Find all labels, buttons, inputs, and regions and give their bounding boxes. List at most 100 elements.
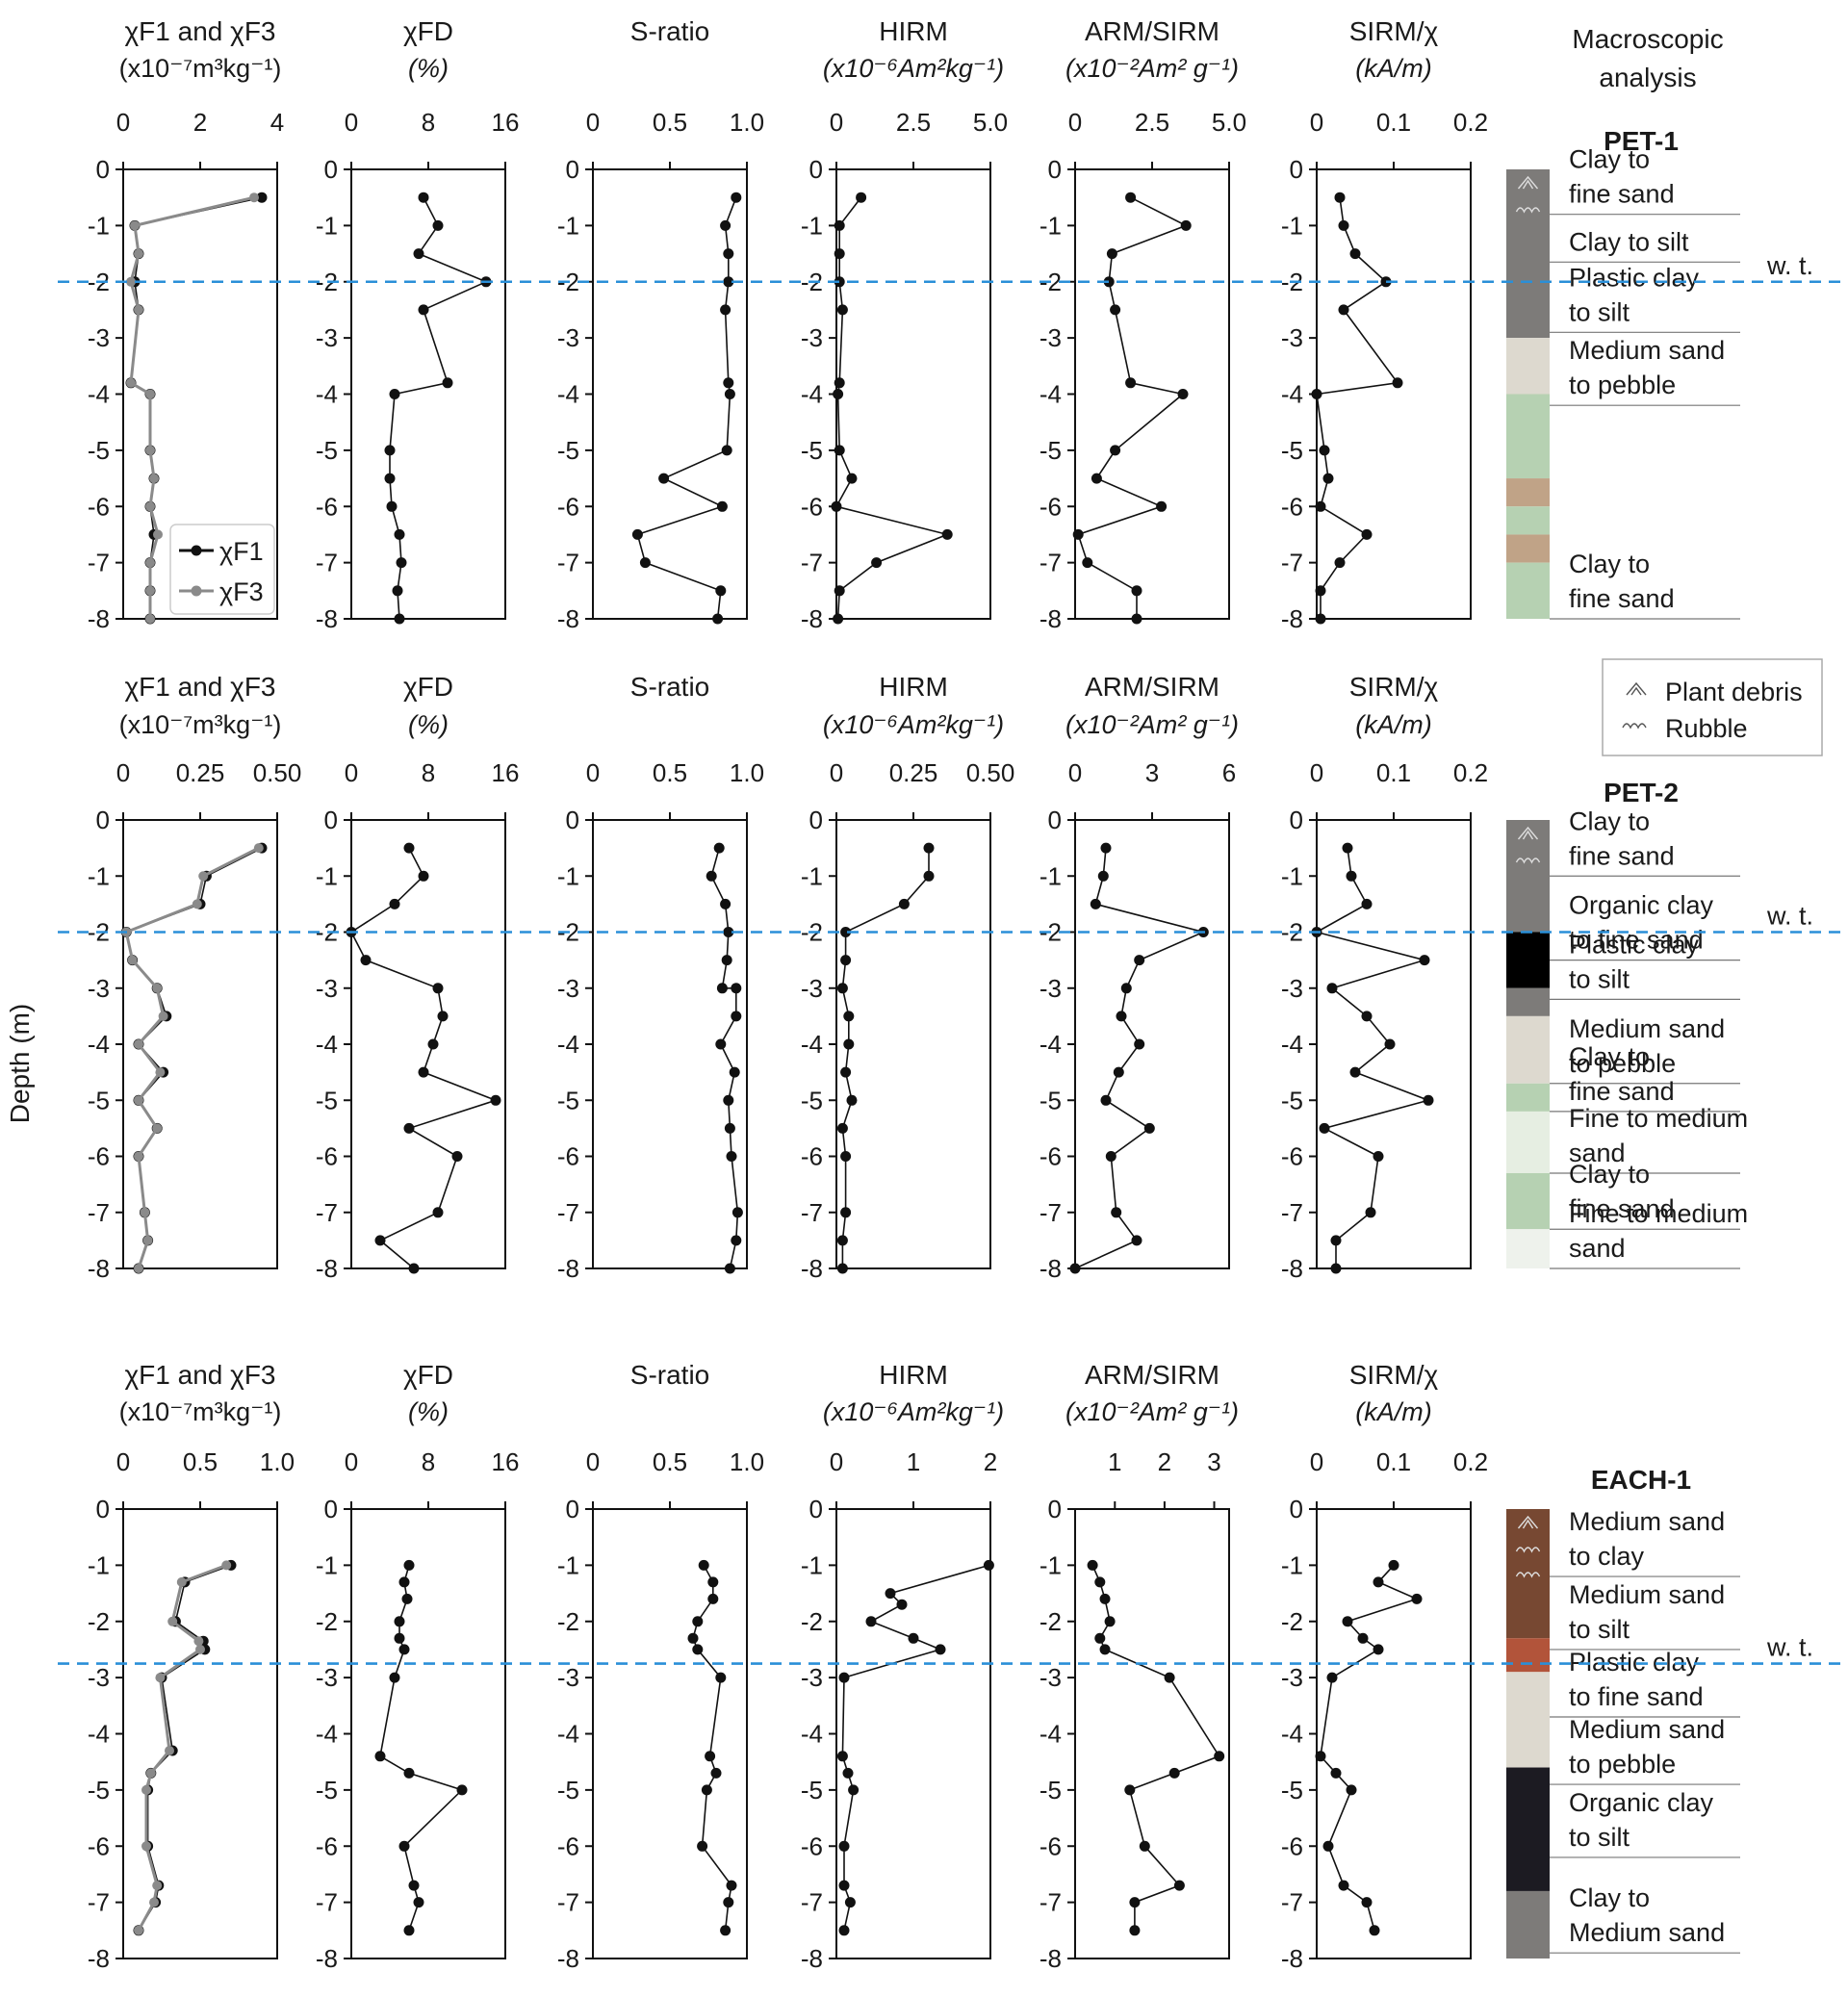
y-tick-label: -4 xyxy=(557,380,579,409)
data-point xyxy=(389,898,400,909)
site-pet-2: χF1 and χF3(x10⁻⁷m³kg⁻¹)0 0.25 0.500-1-2-3… xyxy=(58,672,1848,1283)
data-point xyxy=(384,445,396,456)
panel-title: SIRM/χ xyxy=(1349,672,1439,702)
layer-label: Clay to xyxy=(1569,1160,1650,1189)
y-tick-label: -8 xyxy=(316,1944,338,1973)
data-point xyxy=(631,528,643,540)
rubble-icon xyxy=(1515,207,1541,214)
data-point xyxy=(1106,248,1117,260)
panel-title: S-ratio xyxy=(630,672,709,702)
y-tick-label: -3 xyxy=(1040,1663,1062,1692)
data-point xyxy=(712,613,724,625)
data-point xyxy=(698,1559,709,1571)
data-point xyxy=(1411,1593,1423,1604)
layer-label: Clay to xyxy=(1569,1042,1650,1071)
data-point xyxy=(840,927,852,937)
x-tick-label: 0.5 xyxy=(653,1447,687,1476)
y-tick-label: -8 xyxy=(1281,1254,1303,1283)
data-point xyxy=(1100,1094,1112,1106)
data-point xyxy=(842,1767,854,1779)
data-point xyxy=(145,445,155,455)
panel-units: (x10⁻⁷m³kg⁻¹) xyxy=(119,1397,282,1426)
data-point xyxy=(838,1880,850,1891)
y-tick-label: -6 xyxy=(88,492,110,521)
data-point xyxy=(1361,528,1373,540)
x-tick-label: 2 xyxy=(1158,1447,1171,1476)
x-tick-label: 8 xyxy=(422,108,435,137)
panel-sirmchi: SIRM/χ(kA/m)0 0.1 0.20-1-2-3-4-5-6-7-8 xyxy=(1281,16,1488,633)
data-point xyxy=(1111,1207,1122,1218)
y-tick-label: -8 xyxy=(801,1944,823,1973)
y-tick-label: -6 xyxy=(1040,1142,1062,1171)
y-tick-label: 0 xyxy=(1290,806,1303,834)
y-tick-label: -8 xyxy=(1040,1944,1062,1973)
data-point xyxy=(716,500,728,512)
panel-title: χF1 and χF3 xyxy=(124,1360,275,1390)
y-tick-label: -5 xyxy=(316,1086,338,1114)
data-point xyxy=(1131,585,1142,597)
x-tick-label: 0.50 xyxy=(253,758,302,787)
layer-label: fine sand xyxy=(1569,1077,1675,1106)
y-tick-label: -7 xyxy=(801,1888,823,1917)
panel-units: (x10⁻⁶Am²kg⁻¹) xyxy=(823,710,1004,739)
y-tick-label: -4 xyxy=(1040,1720,1062,1749)
water-table-label: w. t. xyxy=(1766,1633,1813,1662)
rubble-icon xyxy=(1515,858,1541,864)
y-tick-label: -2 xyxy=(316,1607,338,1636)
x-tick-label: 3 xyxy=(1207,1447,1220,1476)
data-point xyxy=(707,1576,719,1588)
layer-label: Plastic clay xyxy=(1569,930,1700,959)
data-point xyxy=(726,1880,737,1891)
x-tick-label: 1.0 xyxy=(260,1447,295,1476)
data-point xyxy=(1392,377,1403,389)
data-point xyxy=(127,955,138,965)
y-tick-label: -3 xyxy=(801,323,823,352)
data-point xyxy=(1315,585,1326,597)
data-point xyxy=(834,276,845,288)
data-point xyxy=(134,1095,143,1106)
rubble-icon xyxy=(1515,1572,1541,1578)
data-point xyxy=(1349,1066,1361,1078)
y-tick-label: -4 xyxy=(801,1720,823,1749)
data-point xyxy=(1338,219,1349,231)
data-point xyxy=(836,304,848,316)
y-tick-label: -5 xyxy=(316,1776,338,1805)
data-point xyxy=(413,248,424,260)
y-tick-label: -4 xyxy=(88,1720,110,1749)
data-point xyxy=(834,445,845,456)
y-tick-label: -7 xyxy=(801,1198,823,1227)
x-tick-label: 16 xyxy=(492,1447,520,1476)
panel-title: SIRM/χ xyxy=(1349,16,1439,46)
panel-units: (kA/m) xyxy=(1355,54,1431,83)
data-point xyxy=(418,304,429,316)
data-point xyxy=(403,842,415,854)
data-point xyxy=(658,473,670,484)
data-point xyxy=(155,1067,166,1078)
y-tick-label: -7 xyxy=(1040,1888,1062,1917)
y-tick-label: -1 xyxy=(1040,1550,1062,1579)
layer-labels: Clay to fine sand Organic clay to fine sand… xyxy=(1550,806,1748,1269)
lithology-layer xyxy=(1506,1229,1550,1268)
x-tick-label: 0 xyxy=(830,1447,843,1476)
data-point xyxy=(856,192,867,203)
data-point xyxy=(1330,1263,1342,1274)
panel-armsirm: ARM/SIRM(x10⁻²Am² g⁻¹)0 3 60-1-2-3-4-5-6-7… xyxy=(1040,672,1239,1283)
y-tick-label: 0 xyxy=(1290,1495,1303,1523)
data-point xyxy=(908,1632,919,1644)
data-point xyxy=(706,870,717,882)
data-point xyxy=(1326,1672,1338,1683)
x-tick-label: 0.5 xyxy=(183,1447,218,1476)
lithology-layer xyxy=(1506,820,1550,933)
lithology-layer xyxy=(1506,1509,1550,1639)
panel-units: (%) xyxy=(408,710,449,739)
y-tick-label: -1 xyxy=(1281,1550,1303,1579)
data-point xyxy=(141,1841,151,1852)
y-tick-label: -3 xyxy=(1281,323,1303,352)
layer-label: Clay to xyxy=(1569,1883,1650,1912)
data-point xyxy=(1373,1576,1384,1588)
y-tick-label: -4 xyxy=(801,1030,823,1059)
y-tick-label: -8 xyxy=(316,1254,338,1283)
data-point xyxy=(1357,1632,1369,1644)
x-tick-label: 1 xyxy=(907,1447,920,1476)
y-tick-label: -4 xyxy=(316,380,338,409)
